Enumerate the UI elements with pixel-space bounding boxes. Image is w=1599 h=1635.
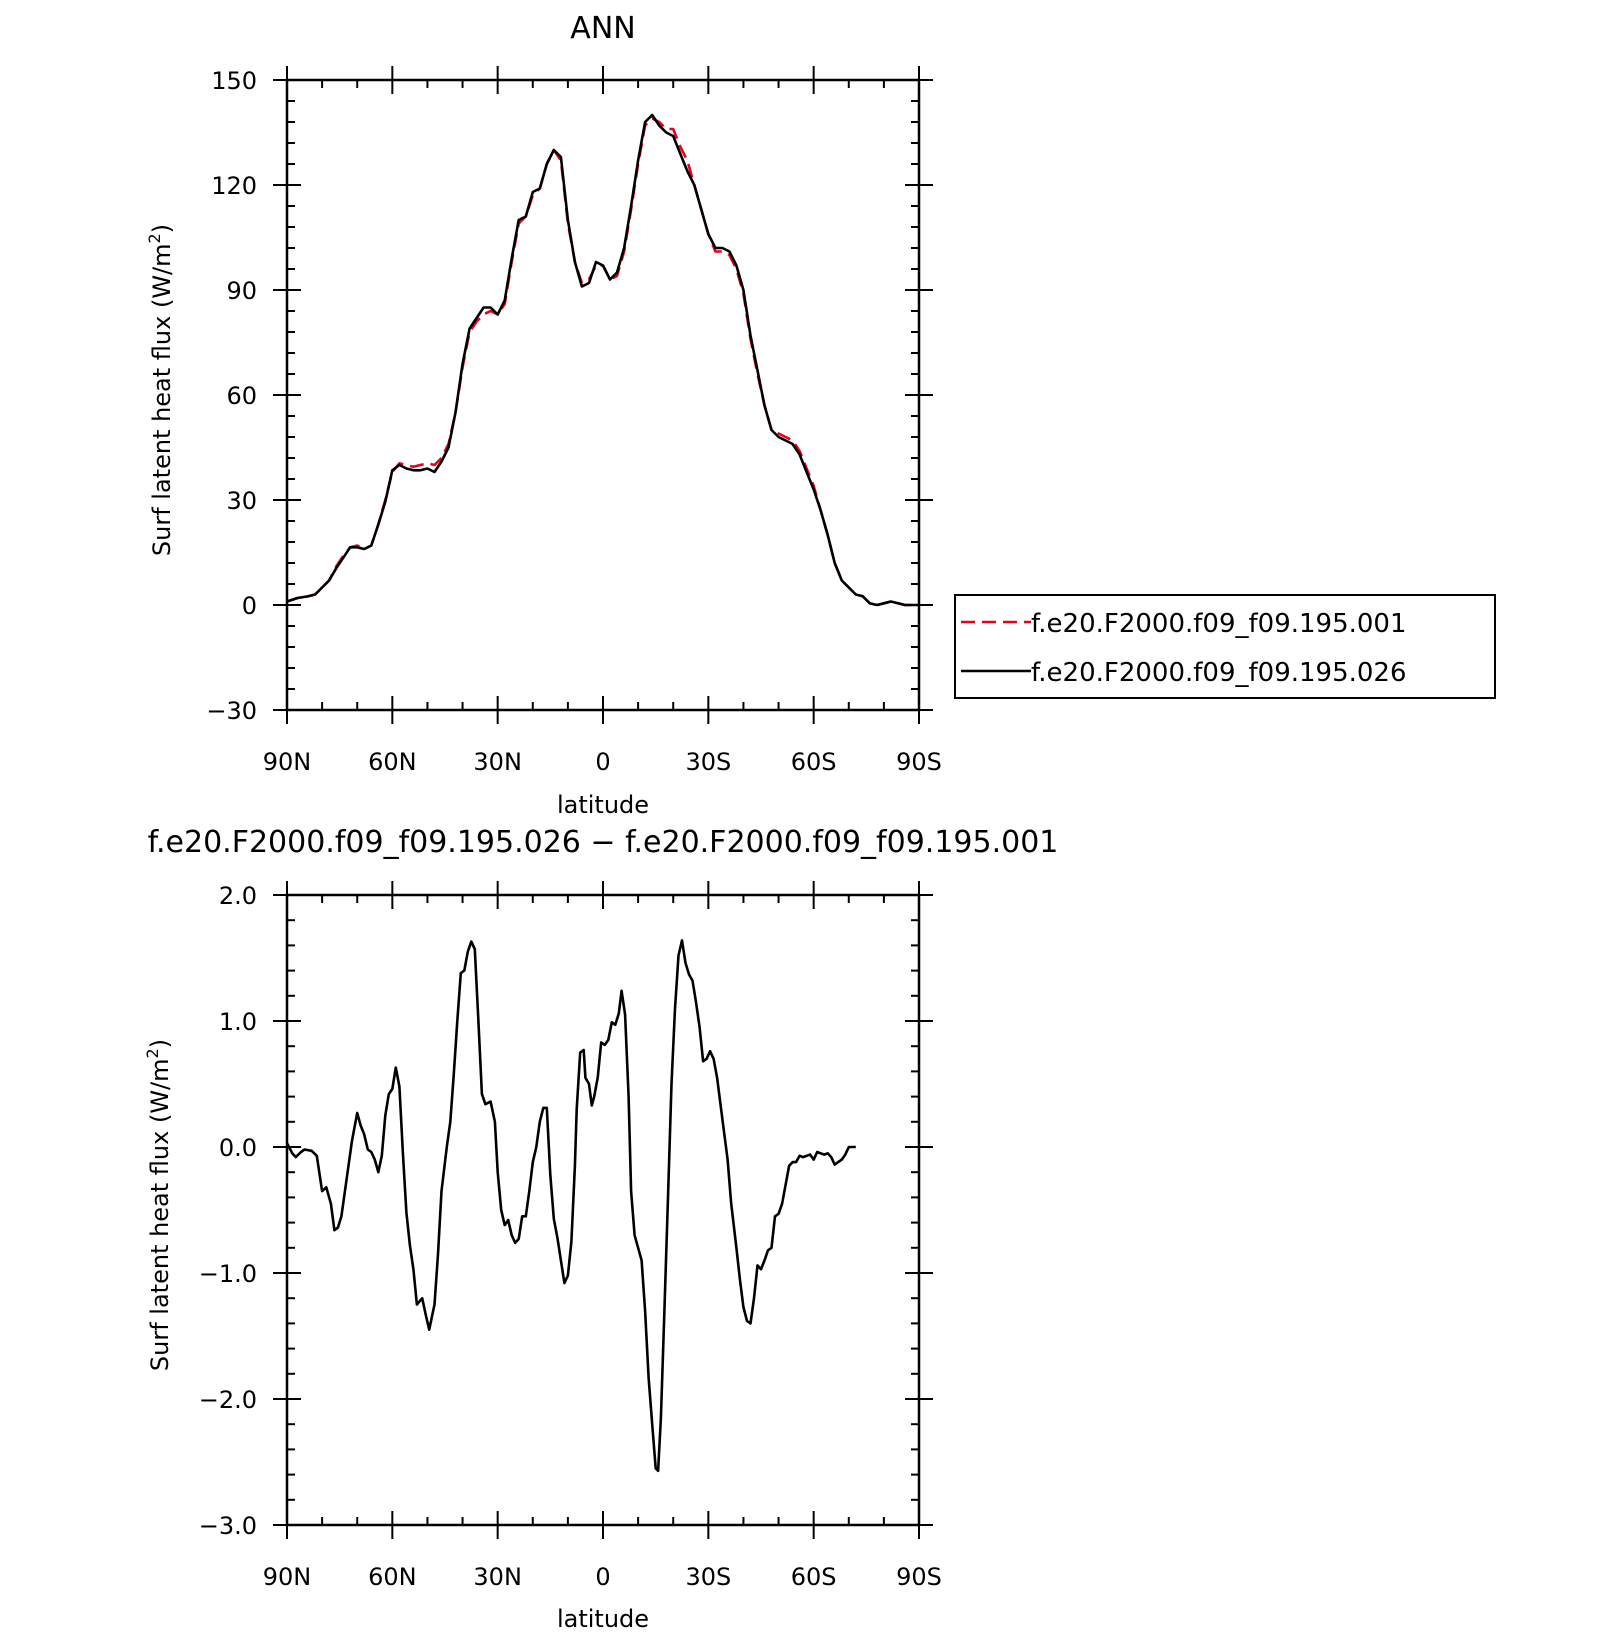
x-tick-label: 60N — [368, 1563, 417, 1591]
x-tick-label: 30N — [473, 1563, 522, 1591]
x-tick-label: 0 — [595, 1563, 610, 1591]
y-axis-label-close: ) — [146, 1039, 174, 1048]
legend: f.e20.F2000.f09_f09.195.001 f.e20.F2000.f… — [954, 594, 1496, 699]
x-axis-label: latitude — [557, 1605, 649, 1633]
x-tick-label: 90S — [896, 748, 942, 776]
y-tick-label: −3.0 — [199, 1512, 257, 1540]
y-axis-label-main: Surf latent heat flux (W/m — [146, 1058, 174, 1371]
y-tick-label: 30 — [226, 487, 257, 515]
y-tick-label: −2.0 — [199, 1386, 257, 1414]
y-axis-label-superscript: 2 — [145, 233, 164, 243]
series-line-1 — [286, 113, 919, 607]
x-tick-label: 60N — [368, 748, 417, 776]
x-tick-label: 30S — [685, 1563, 731, 1591]
y-tick-label: 0.0 — [219, 1134, 257, 1162]
legend-label-0: f.e20.F2000.f09_f09.195.001 — [1031, 609, 1407, 639]
y-axis-label-main: Surf latent heat flux (W/m — [148, 243, 176, 556]
x-tick-label: 90N — [263, 1563, 312, 1591]
y-tick-label: 0 — [242, 592, 257, 620]
y-tick-label: 90 — [226, 277, 257, 305]
x-axis-label: latitude — [557, 791, 649, 819]
series-line-0 — [285, 939, 856, 1473]
y-tick-label: −1.0 — [199, 1260, 257, 1288]
x-tick-label: 90S — [896, 1563, 942, 1591]
top-chart: ANN 90N 60N 30N 0 30S 60S 90S −30 0 30 60 90 120 150 la… — [145, 11, 942, 819]
x-tick-label: 30N — [473, 748, 522, 776]
legend-box — [954, 594, 1496, 699]
plot-frame — [285, 78, 921, 712]
y-axis-label: Surf latent heat flux (W/m2) — [143, 1039, 174, 1371]
y-tick-label: 120 — [211, 172, 257, 200]
y-tick-label: 60 — [226, 382, 257, 410]
x-tick-label: 60S — [791, 1563, 837, 1591]
series-line-0 — [286, 117, 919, 607]
y-tick-label: 1.0 — [219, 1008, 257, 1036]
x-tick-label: 90N — [263, 748, 312, 776]
x-tick-label: 30S — [685, 748, 731, 776]
chart-title: ANN — [570, 11, 635, 46]
x-tick-label: 60S — [791, 748, 837, 776]
chart-title: f.e20.F2000.f09_f09.195.026 − f.e20.F200… — [148, 825, 1059, 860]
difference-chart: f.e20.F2000.f09_f09.195.026 − f.e20.F200… — [143, 825, 1058, 1633]
x-tick-label: 0 — [595, 748, 610, 776]
plot-frame — [285, 893, 921, 1527]
legend-label-1: f.e20.F2000.f09_f09.195.026 — [1031, 658, 1407, 688]
y-axis-label: Surf latent heat flux (W/m2) — [145, 224, 176, 556]
y-axis-label-close: ) — [148, 224, 176, 233]
y-axis-label-superscript: 2 — [143, 1048, 162, 1058]
y-tick-label: 150 — [211, 67, 257, 95]
y-tick-label: 2.0 — [219, 882, 257, 910]
y-tick-label: −30 — [206, 697, 257, 725]
